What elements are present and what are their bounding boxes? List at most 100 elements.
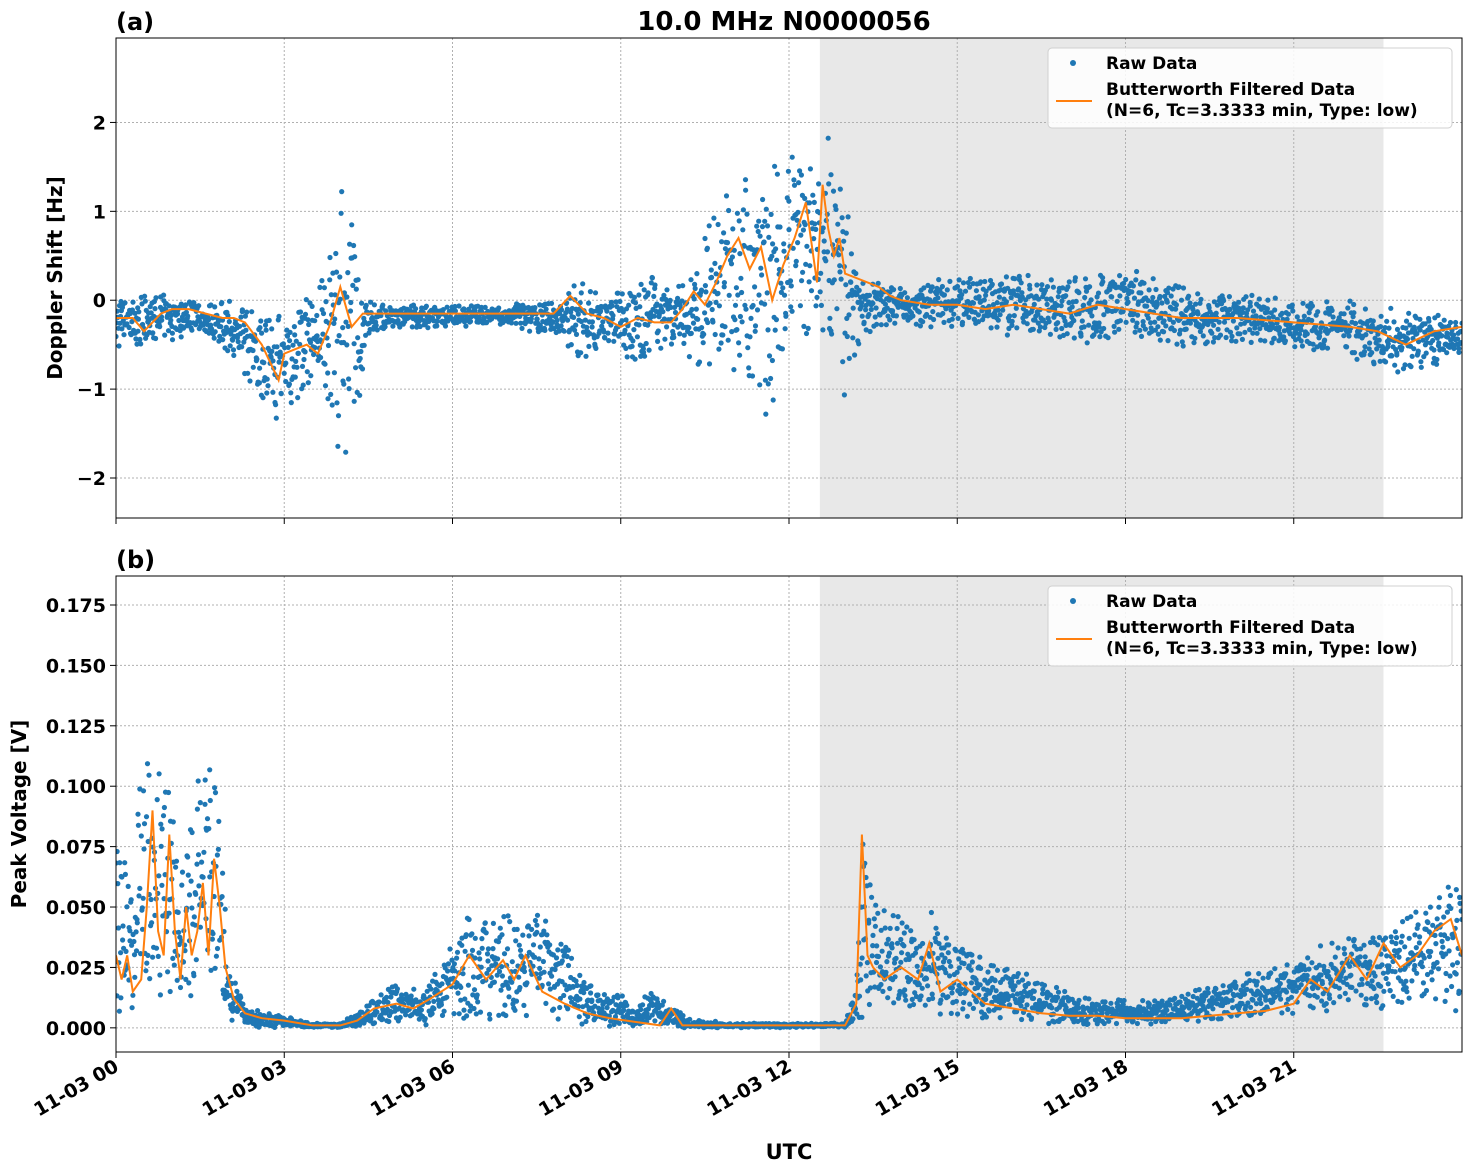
raw-data-point [675,1023,681,1029]
raw-data-point [499,973,505,979]
raw-data-point [610,312,616,319]
raw-data-point [1120,309,1126,315]
raw-data-point [176,317,182,324]
raw-data-point [133,929,139,935]
raw-data-point [764,223,771,229]
raw-data-point [452,303,458,310]
raw-data-point [763,411,769,417]
raw-data-point [872,314,878,320]
raw-data-point [257,365,263,371]
raw-data-point [145,838,151,845]
raw-data-point [494,972,500,978]
raw-data-point [1248,1012,1254,1018]
raw-data-point [222,906,228,912]
raw-data-point [966,963,972,969]
raw-data-point [762,301,768,307]
raw-data-point [848,251,855,257]
raw-data-point [719,239,725,245]
raw-data-point [1113,1020,1120,1027]
raw-data-point [474,992,480,998]
raw-data-point [799,278,805,284]
raw-data-point [193,891,199,897]
raw-data-point [465,982,471,988]
raw-data-point [1394,350,1400,356]
raw-data-point [1456,349,1462,355]
raw-data-point [898,936,904,943]
raw-data-point [668,341,675,347]
raw-data-point [969,952,975,958]
raw-data-point [768,375,774,382]
raw-data-series [116,135,1462,455]
raw-data-point [145,952,151,959]
raw-data-point [869,894,875,900]
raw-data-point [1161,318,1167,324]
raw-data-point [986,1008,992,1014]
raw-data-point [737,251,743,257]
raw-data-point [116,308,120,314]
raw-data-point [1049,1005,1055,1011]
raw-data-point [885,936,891,943]
raw-data-point [873,305,879,311]
raw-data-point [725,337,731,343]
raw-data-point [1230,1005,1236,1011]
raw-data-point [709,306,715,313]
raw-data-point [728,261,735,267]
raw-data-point [901,930,907,936]
raw-data-point [698,287,705,293]
raw-data-point [150,954,156,960]
raw-data-point [216,818,222,825]
raw-data-point [129,319,135,325]
raw-data-point [517,313,523,319]
raw-data-point [277,349,283,355]
raw-data-point [148,310,154,316]
raw-data-point [1217,332,1224,338]
raw-data-point [146,772,152,778]
raw-data-point [1372,335,1378,341]
raw-data-point [742,177,749,183]
raw-data-point [720,332,726,338]
raw-data-point [752,284,758,290]
raw-data-point [1414,331,1420,337]
raw-data-point [139,905,145,911]
raw-data-point [129,1005,135,1011]
raw-data-point [1290,308,1296,314]
raw-data-point [1075,1005,1082,1011]
raw-data-point [1142,326,1148,332]
raw-data-point [239,344,245,350]
raw-data-point [1345,305,1351,311]
raw-data-point [407,308,414,314]
raw-data-point [579,1021,585,1027]
raw-data-point [940,310,946,317]
raw-data-point [738,275,744,281]
raw-data-point [137,885,143,892]
raw-data-point [136,309,142,315]
raw-data-point [909,996,915,1003]
raw-data-point [278,391,284,397]
raw-data-point [214,945,221,952]
raw-data-point [130,299,136,305]
raw-data-point [649,1012,655,1018]
raw-data-point [1055,320,1061,326]
raw-data-point [462,996,468,1002]
raw-data-point [305,317,311,323]
legend-box [1047,47,1453,129]
raw-data-point [549,973,555,979]
raw-data-point [892,320,898,326]
raw-data-point [750,302,756,309]
raw-data-point [608,322,614,328]
raw-data-point [209,936,215,942]
raw-data-point [1423,350,1429,356]
raw-data-point [328,391,334,397]
raw-data-point [1232,979,1238,985]
raw-data-point [953,948,959,954]
raw-data-point [1281,334,1287,340]
raw-data-point [864,960,871,966]
raw-data-point [686,354,693,360]
raw-data-point [1086,322,1092,328]
raw-data-point [992,978,998,984]
raw-data-point [561,992,567,999]
raw-data-point [295,350,301,356]
raw-data-point [916,309,922,315]
raw-data-point [333,269,340,275]
